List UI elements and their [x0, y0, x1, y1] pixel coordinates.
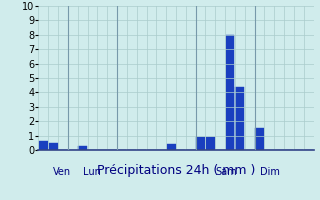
Bar — [255, 128, 264, 150]
Text: Lun: Lun — [83, 167, 100, 177]
Bar — [49, 143, 58, 150]
Bar — [167, 144, 175, 150]
Bar — [78, 146, 87, 150]
Bar — [236, 87, 244, 150]
X-axis label: Précipitations 24h ( mm ): Précipitations 24h ( mm ) — [97, 164, 255, 177]
Bar — [206, 137, 215, 150]
Text: Dim: Dim — [260, 167, 279, 177]
Text: Ven: Ven — [53, 167, 71, 177]
Bar — [226, 35, 235, 150]
Text: Sam: Sam — [215, 167, 237, 177]
Bar — [39, 141, 48, 150]
Bar — [196, 137, 205, 150]
